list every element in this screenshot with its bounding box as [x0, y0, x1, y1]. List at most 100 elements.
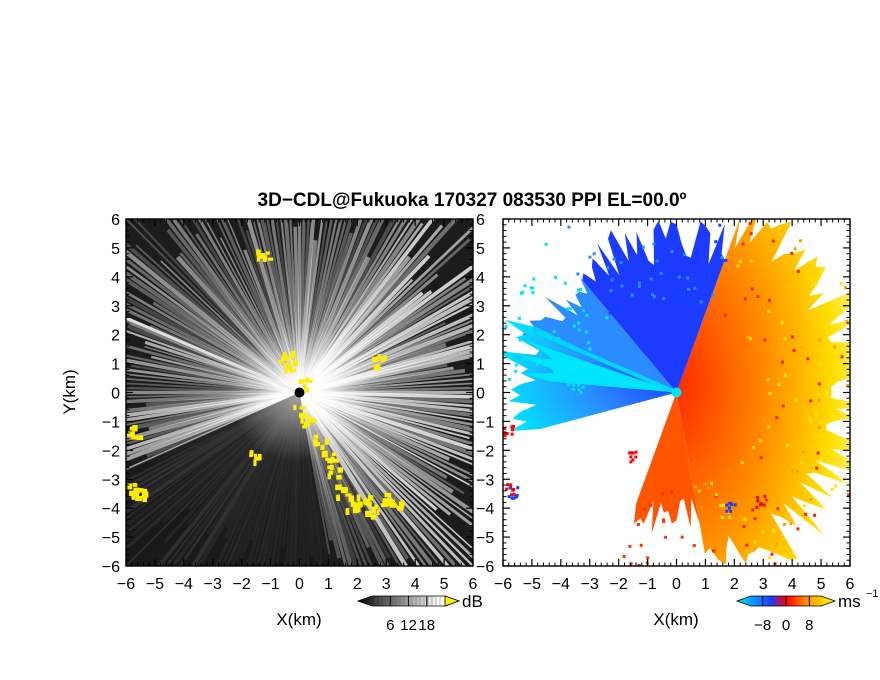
- velocity-pixel: [830, 487, 834, 491]
- high-echo-pixel: [365, 510, 372, 518]
- velocity-pixel: [577, 321, 581, 325]
- velocity-pixel: [767, 298, 771, 302]
- velocity-pixel: [750, 287, 754, 291]
- velocity-pixel: [510, 432, 514, 436]
- velocity-pixel: [528, 328, 532, 332]
- y-tick-label: 5: [476, 241, 485, 258]
- high-echo-pixel: [376, 509, 380, 515]
- velocity-pixel: [815, 444, 819, 448]
- velocity-pixel: [515, 495, 518, 498]
- high-echo-pixel: [373, 364, 381, 371]
- velocity-pixel: [670, 250, 674, 254]
- velocity-pixel: [672, 568, 675, 571]
- x-tick-label: 6: [469, 576, 478, 593]
- high-echo-pixel: [372, 356, 379, 362]
- velocity-pixel: [692, 544, 696, 548]
- velocity-pixel: [796, 470, 799, 474]
- velocity-pixel: [577, 383, 581, 387]
- reflectivity-panel: −6 −5 −4 −3 −2 −1 0 1 2 3 4 5 6 6543210−1−2−3−4−5−6 …: [60, 212, 483, 634]
- y-tick-label: −6: [102, 559, 120, 576]
- y-tick-label: 2: [476, 328, 485, 345]
- velocity-pixel: [752, 446, 755, 450]
- velocity-pixel: [577, 388, 581, 392]
- high-echo-pixel: [293, 404, 297, 411]
- x-tick-label: −6: [494, 576, 512, 593]
- x-tick-label: 0: [295, 576, 304, 593]
- high-echo-pixel: [142, 497, 147, 503]
- velocity-pixel: [764, 498, 768, 502]
- y-tick-label: 4: [476, 270, 485, 287]
- velocity-pixel: [514, 363, 518, 367]
- x-tick-label: 6: [846, 576, 855, 593]
- velocity-pixel: [585, 314, 589, 317]
- high-echo-pixel: [381, 357, 385, 363]
- velocity-pixel: [629, 460, 633, 464]
- velocity-pixel: [636, 523, 640, 526]
- high-echo-pixel: [320, 444, 325, 450]
- velocity-pixel: [791, 335, 794, 339]
- high-echo-pixel: [262, 255, 267, 262]
- velocity-pixel: [793, 247, 797, 251]
- velocity-pixel: [773, 306, 776, 310]
- velocity-pixel: [780, 388, 784, 392]
- velocity-pixel: [763, 338, 767, 342]
- y-tick-label: −3: [476, 472, 494, 489]
- high-echo-pixel: [391, 499, 395, 504]
- velocity-pixel: [729, 509, 733, 513]
- high-echo-pixel: [289, 366, 293, 372]
- y-tick-label: 3: [111, 299, 120, 316]
- high-echo-pixel: [128, 431, 135, 436]
- velocity-pixel: [703, 481, 707, 485]
- velocity-pixel: [616, 309, 620, 313]
- radar-site-left: [294, 387, 305, 398]
- high-echo-pixel: [258, 253, 266, 259]
- velocity-pixel: [834, 484, 838, 488]
- velocity-pixel: [798, 239, 802, 243]
- high-echo-pixel: [254, 456, 261, 461]
- velocity-pixel: [649, 277, 653, 281]
- velocity-pixel: [809, 399, 813, 403]
- velocity-pixel: [670, 490, 673, 494]
- velocity-pixel: [629, 455, 633, 459]
- high-echo-pixel: [396, 505, 404, 511]
- high-echo-pixel: [348, 495, 354, 503]
- velocity-pixel: [662, 296, 666, 300]
- velocity-pixel: [649, 503, 653, 507]
- velocity-pixel: [733, 503, 737, 507]
- x-tick-label: −4: [552, 576, 570, 593]
- high-echo-pixel: [336, 475, 342, 480]
- velocity-pixel: [782, 523, 786, 526]
- x-tick-label: −6: [117, 576, 135, 593]
- reflectivity-colorbar-ticks: 6 12 18: [375, 596, 441, 634]
- high-echo-pixel: [363, 499, 370, 506]
- velocity-pixel: [680, 214, 683, 217]
- velocity-pixel: [837, 458, 841, 462]
- colorbar-tick-label: 18: [418, 617, 435, 634]
- velocity-pixel: [751, 508, 755, 512]
- high-echo-pixel: [307, 417, 311, 423]
- velocity-pixel: [851, 396, 854, 399]
- y-tick-label: −4: [476, 501, 494, 518]
- velocity-pixel: [680, 535, 684, 539]
- velocity-pixel: [759, 503, 762, 507]
- high-echo-pixel: [353, 506, 361, 513]
- velocity-pixel: [775, 416, 779, 420]
- high-echo-pixel: [374, 504, 379, 510]
- velocity-pixel: [747, 207, 750, 210]
- velocity-pixel: [860, 331, 863, 334]
- velocity-pixel: [718, 223, 722, 227]
- high-echo-pixel: [290, 369, 296, 373]
- high-echo-pixel: [127, 483, 133, 490]
- velocity-pixel: [795, 398, 798, 402]
- velocity-pixel: [661, 492, 664, 496]
- high-echo-pixel: [356, 494, 361, 502]
- high-echo-pixel: [256, 256, 260, 262]
- reflectivity-x-axis-label: X(km): [276, 610, 321, 629]
- velocity-pixel: [619, 261, 623, 264]
- velocity-pixel: [486, 391, 489, 394]
- velocity-pixel: [819, 458, 823, 462]
- velocity-pixel: [620, 284, 624, 288]
- velocity-pixel: [817, 399, 821, 402]
- high-echo-pixel: [327, 465, 331, 470]
- velocity-pixel: [567, 225, 571, 229]
